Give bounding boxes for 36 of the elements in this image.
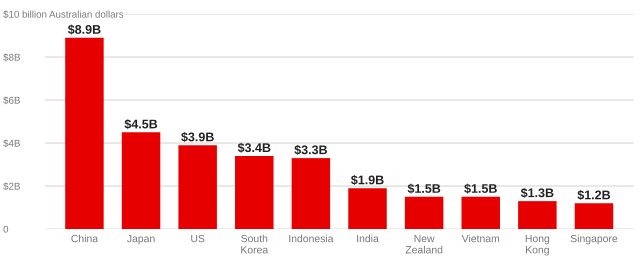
data-label: $4.5B [124,119,158,130]
bar [404,196,444,230]
x-tick-label: Hong Kong [526,234,550,256]
x-tick-label: Singapore [570,234,618,244]
bar [292,158,330,230]
data-label: $8.9B [68,24,101,35]
data-label: $3.9B [181,132,214,142]
x-tick-label: US [191,234,204,242]
data-label: $1.5B [464,184,497,194]
bar [65,38,104,230]
x-tick-label: New Zealand [406,234,442,254]
x-tick-label: South Korea [241,234,268,254]
x-tick-label: Vietnam [462,234,500,242]
bar [574,203,614,230]
data-label: $1.5B [408,184,440,194]
y-tick-label: $6B [3,96,20,104]
data-label: $1.9B [350,174,384,186]
bar [518,201,557,230]
y-tick-label: $8B [3,53,20,62]
x-tick-label: Japan [127,234,155,244]
bar [348,188,387,230]
x-tick-label: Indonesia [289,234,334,242]
data-label: $3.4B [238,142,270,153]
data-label: $1.3B [520,188,554,198]
y-tick-label: 0 [4,226,8,233]
y-tick-label: $2B [3,182,20,190]
x-tick-label: India [357,234,379,242]
bar [122,132,160,230]
x-tick-label: China [71,234,98,242]
bar [461,196,500,230]
bar [235,156,274,230]
data-label: $1.2B [577,190,610,200]
y-tick-label: $4B [3,139,20,148]
bar [178,145,217,230]
y-tick-label: $10 billion Australian dollars [3,10,124,18]
data-label: $3.3B [294,144,328,156]
